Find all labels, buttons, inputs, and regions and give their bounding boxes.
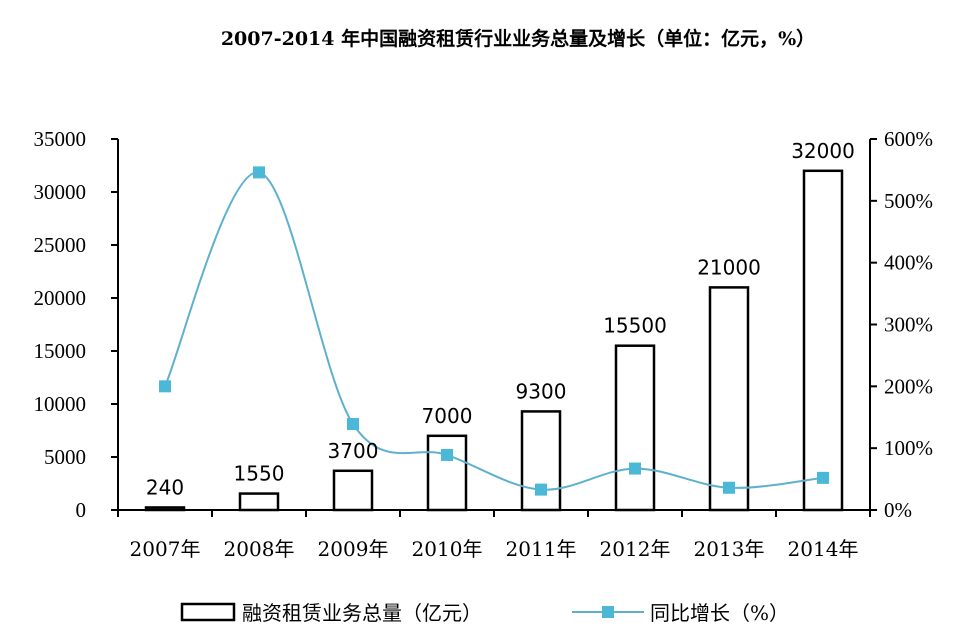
y-left-tick-label: 15000: [34, 339, 87, 363]
bar-value-label: 240: [146, 475, 184, 499]
y-right-tick-label: 100%: [884, 436, 933, 460]
bar-value-label: 32000: [791, 139, 855, 163]
y-right-tick-label: 400%: [884, 251, 933, 275]
y-left-tick-label: 25000: [34, 233, 87, 257]
growth-point: [441, 448, 453, 461]
legend-bar-swatch: [180, 602, 236, 622]
x-tick-label: 2014年: [788, 537, 859, 561]
bar-value-label: 9300: [516, 379, 567, 403]
bar: [708, 286, 750, 512]
growth-point: [535, 483, 547, 496]
bar: [802, 169, 844, 512]
x-tick-label: 2012年: [600, 537, 671, 561]
bar: [144, 506, 186, 512]
bar-value-label: 1550: [234, 462, 285, 486]
y-left-tick-label: 0: [76, 498, 87, 522]
data-labels: 240 1550 3700 7000 9300 15500 21000 32000: [146, 139, 855, 500]
legend: 融资租赁业务总量（亿元） 同比增长（%）: [180, 601, 789, 625]
bar-series: [144, 169, 844, 512]
bar: [332, 469, 374, 512]
x-tick-label: 2009年: [318, 537, 389, 561]
y-left-tick-label: 20000: [34, 286, 87, 310]
y-left-tick-label: 10000: [34, 392, 87, 416]
y-right-tick-label: 0%: [884, 498, 912, 522]
bar: [426, 434, 468, 512]
legend-line-marker: [602, 606, 614, 618]
x-tick-label: 2007年: [130, 537, 201, 561]
growth-point: [253, 166, 265, 179]
y-left-tick-label: 30000: [34, 180, 87, 204]
growth-point: [723, 481, 735, 494]
x-tick-label: 2010年: [412, 537, 483, 561]
growth-point: [817, 471, 829, 484]
x-tick-label: 2013年: [694, 537, 765, 561]
chart-title: 2007-2014 年中国融资租赁行业业务总量及增长（单位：亿元，%）: [221, 27, 815, 50]
growth-point: [347, 418, 359, 431]
growth-point: [629, 462, 641, 475]
bar: [614, 344, 656, 512]
growth-point: [159, 380, 171, 393]
y-right-tick-label: 600%: [884, 127, 933, 151]
x-tick-label: 2011年: [506, 537, 577, 561]
bar: [238, 492, 280, 512]
bar-value-label: 7000: [422, 404, 473, 428]
x-tick-label: 2008年: [224, 537, 295, 561]
bar-value-label: 15500: [603, 314, 667, 338]
bar-value-label: 21000: [697, 255, 761, 279]
legend-line-label: 同比增长（%）: [650, 601, 789, 625]
axes: 0 5000 10000 15000 20000 25000 30000 35000 0% 100…: [34, 127, 934, 561]
legend-bar-label: 融资租赁业务总量（亿元）: [242, 601, 482, 625]
y-left-tick-label: 35000: [34, 127, 87, 151]
bar-value-label: 3700: [328, 439, 379, 463]
line-series: [159, 166, 829, 496]
y-right-tick-label: 300%: [884, 313, 933, 337]
y-right-tick-label: 200%: [884, 374, 933, 398]
y-right-tick-label: 500%: [884, 189, 933, 213]
y-left-tick-label: 5000: [44, 445, 86, 469]
